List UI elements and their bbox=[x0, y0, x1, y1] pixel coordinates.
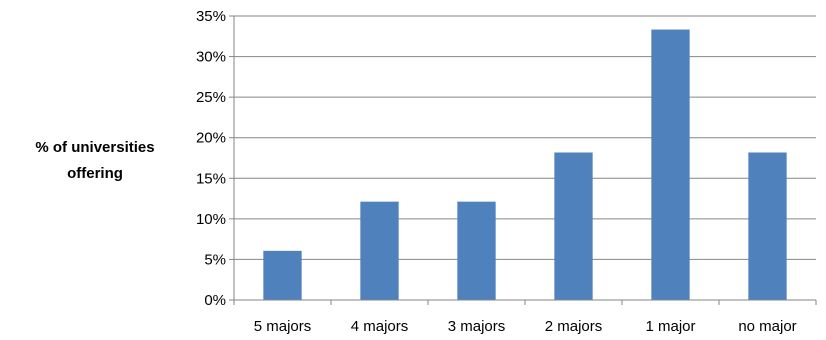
y-tick-label: 35% bbox=[196, 8, 226, 25]
y-tick-label: 25% bbox=[196, 89, 226, 106]
x-category-label: 2 majors bbox=[545, 318, 603, 335]
bar bbox=[651, 29, 690, 301]
y-tick-label: 20% bbox=[196, 130, 226, 147]
x-category-label: 3 majors bbox=[448, 318, 506, 335]
y-tick-label: 15% bbox=[196, 170, 226, 187]
x-category-label: 4 majors bbox=[351, 318, 409, 335]
y-tick-labels: 0% 5% 10% 15% 20% 25% 30% 35% bbox=[196, 8, 226, 309]
x-category-labels: 5 majors 4 majors 3 majors 2 majors 1 major n… bbox=[254, 318, 797, 335]
bars bbox=[263, 29, 787, 301]
y-tick-label: 10% bbox=[196, 211, 226, 228]
bar bbox=[748, 152, 787, 300]
bar bbox=[360, 201, 399, 300]
x-category-label: 1 major bbox=[645, 318, 695, 335]
y-tick-label: 0% bbox=[204, 292, 226, 309]
bar bbox=[263, 250, 302, 300]
axes bbox=[229, 15, 817, 305]
gridlines bbox=[234, 15, 816, 260]
y-axis-label-line-1: % of universities bbox=[35, 139, 154, 156]
x-category-label: 5 majors bbox=[254, 318, 312, 335]
y-axis-label-line-2: offering bbox=[67, 165, 123, 182]
bar bbox=[554, 152, 593, 300]
x-category-label: no major bbox=[738, 318, 796, 335]
y-tick-label: 30% bbox=[196, 49, 226, 66]
y-tick-label: 5% bbox=[204, 251, 226, 268]
bar bbox=[457, 201, 496, 300]
